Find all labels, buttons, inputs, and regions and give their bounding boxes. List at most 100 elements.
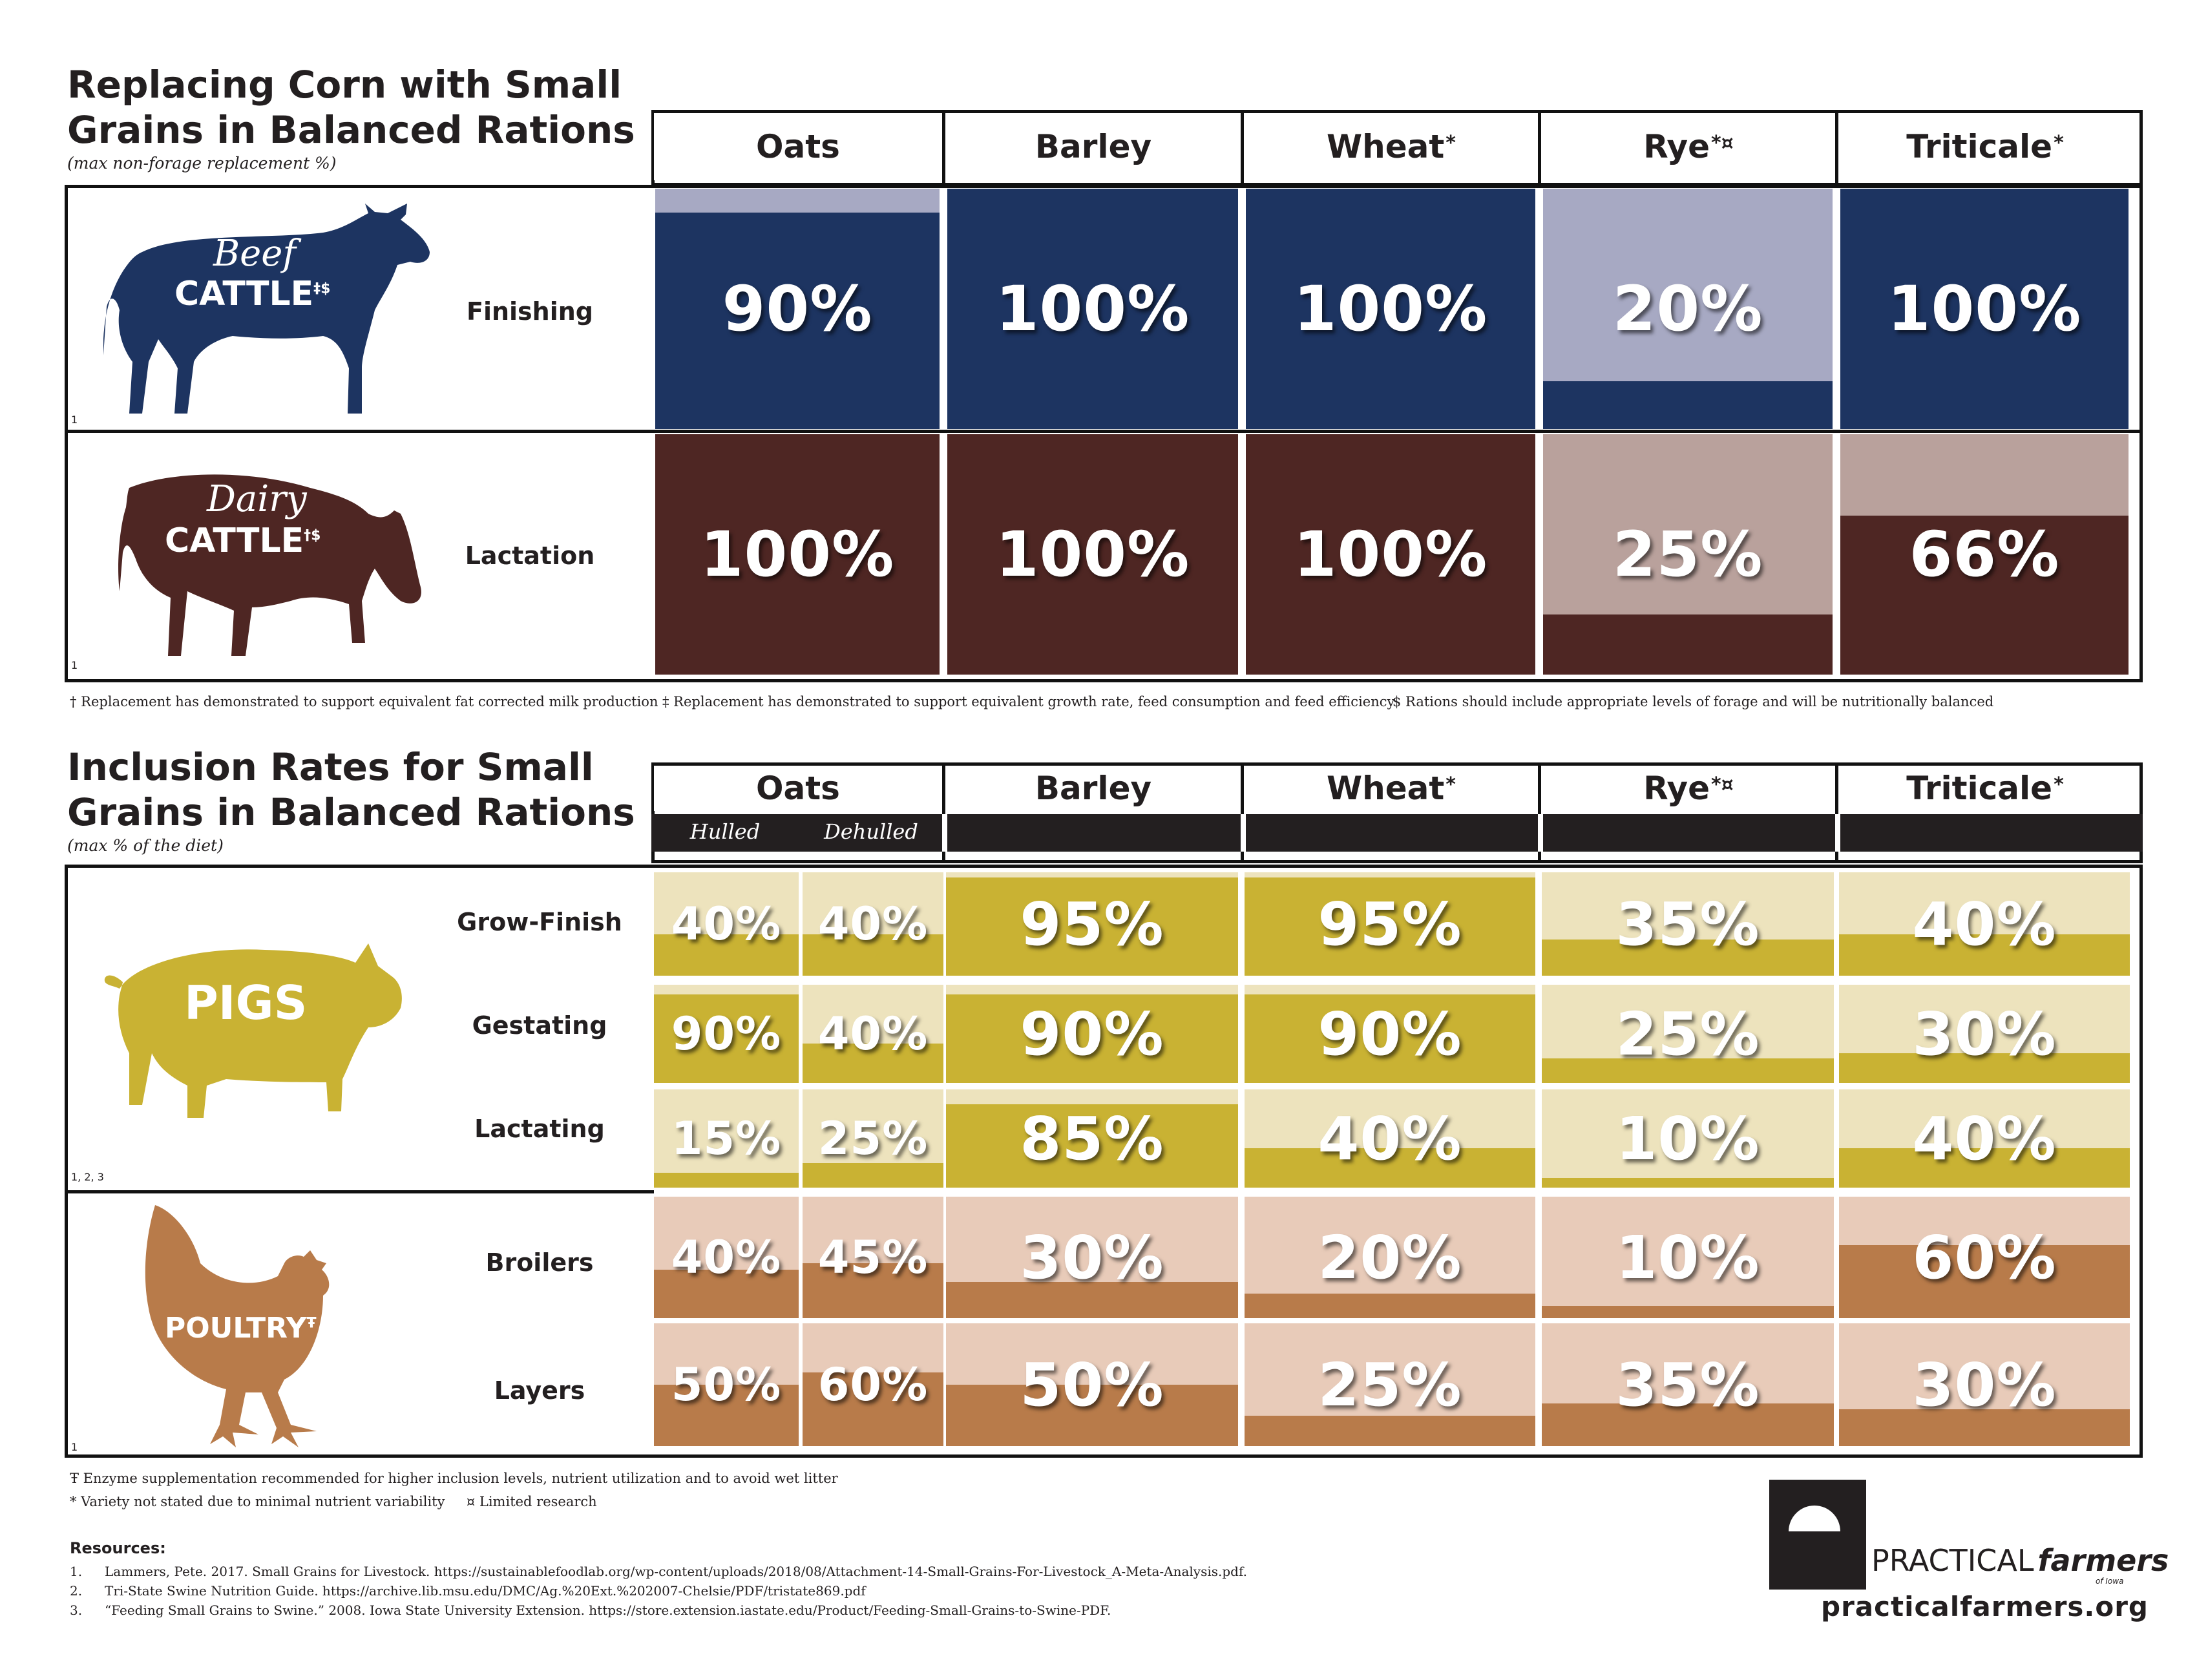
value-label: 95% [1020, 889, 1164, 959]
value-fill-bar [1542, 1403, 1834, 1446]
header-separator [1538, 110, 1541, 185]
dairy-marks: †$ [304, 527, 321, 544]
section2-header-wheat: Wheat * [1245, 766, 1538, 811]
header-mark: *¤ [1710, 131, 1734, 154]
section2-header-rye: Rye *¤ [1542, 766, 1835, 811]
cell-dairy-triticale: 66% [1840, 434, 2129, 675]
cell-dairy-rye: 25% [1543, 434, 1833, 675]
section1-table-border [65, 185, 2143, 682]
dairy-cattle-icon [118, 474, 421, 656]
value-fill-bar [1245, 1294, 1535, 1318]
section2-footnote-1: Ŧ Enzyme supplementation recommended for… [70, 1471, 838, 1486]
cell-grow-finish-triticale: 40% [1839, 872, 2130, 976]
header-mark: * [2054, 131, 2064, 154]
cell-broilers-oats-dehulled: 45% [803, 1197, 943, 1318]
logo-url[interactable]: practicalfarmers.org [1821, 1591, 2149, 1622]
section1-header-rye: Rye *¤ [1542, 113, 1835, 180]
header-label: Barley [1035, 770, 1152, 807]
cell-beef-rye: 20% [1543, 189, 1833, 429]
header-label: Oats [756, 770, 840, 807]
section1-header-barley: Barley [946, 113, 1241, 180]
row-label-gestating: Gestating [472, 1011, 607, 1040]
value-label: 90% [671, 1007, 782, 1060]
beef-cattle-icon [103, 204, 430, 414]
poultry-ref: 1 [71, 1441, 78, 1453]
value-fill-bar [947, 434, 1238, 675]
resource-item[interactable]: “Feeding Small Grains to Swine.” 2008. I… [105, 1602, 1111, 1618]
section2-header-oats: Oats [654, 766, 942, 811]
value-label: 66% [1909, 518, 2060, 591]
value-label: 90% [1020, 999, 1164, 1069]
value-label: 10% [1615, 1223, 1760, 1292]
cell-beef-oats: 90% [655, 189, 940, 429]
value-label: 100% [700, 518, 895, 591]
value-label: 90% [722, 273, 873, 345]
header-separator [942, 110, 945, 185]
section2-header-border [651, 762, 2143, 863]
logo-mark-base [1782, 1531, 1853, 1577]
value-fill-bar [803, 934, 943, 976]
subheader-bar [651, 814, 2143, 852]
header-separator [942, 762, 945, 862]
cell-dairy-oats: 100% [655, 434, 940, 675]
value-fill-bar [654, 934, 799, 976]
section1-row-divider [65, 430, 2143, 433]
dairy-cattle-figure: Dairy CATTLE†$ [116, 449, 426, 669]
value-fill-bar [803, 1372, 943, 1446]
header-separator [1241, 110, 1244, 185]
value-label: 90% [1318, 999, 1462, 1069]
value-label: 10% [1615, 1104, 1760, 1173]
value-fill-bar [654, 994, 799, 1083]
value-label: 15% [671, 1112, 782, 1165]
resource-item[interactable]: Tri-State Swine Nutrition Guide. https:/… [105, 1583, 866, 1599]
cell-layers-triticale: 30% [1839, 1323, 2130, 1446]
section1-title-line1: Replacing Corn with Small [67, 63, 622, 107]
value-fill-bar [655, 213, 940, 429]
logo-brand: PRACTICAL [1871, 1543, 2034, 1578]
value-fill-bar [1839, 1053, 2130, 1083]
cell-broilers-oats-hulled: 40% [654, 1197, 799, 1318]
value-label: 100% [995, 518, 1190, 591]
cell-lactating-barley: 85% [946, 1089, 1238, 1188]
cell-broilers-wheat: 20% [1245, 1197, 1535, 1318]
cell-lactating-oats-dehulled: 25% [803, 1089, 943, 1188]
beef-script-label: Beef [213, 233, 297, 275]
cell-grow-finish-oats-dehulled: 40% [803, 872, 943, 976]
cell-dairy-wheat: 100% [1246, 434, 1535, 675]
cell-gestating-wheat: 90% [1245, 985, 1535, 1083]
cell-layers-rye: 35% [1542, 1323, 1834, 1446]
subheader-separator [942, 814, 947, 852]
section1-footnote-1: † Replacement has demonstrated to suppor… [70, 694, 658, 709]
value-label: 50% [671, 1358, 782, 1411]
section1-header-triticale: Triticale * [1839, 113, 2131, 180]
value-label: 100% [1293, 518, 1488, 591]
header-label: Wheat [1326, 128, 1445, 165]
value-fill-bar [1839, 1148, 2130, 1188]
section2-subtitle: (max % of the diet) [67, 836, 224, 855]
header-separator [1835, 762, 1838, 862]
resource-item[interactable]: Lammers, Pete. 2017. Small Grains for Li… [105, 1564, 1247, 1579]
cell-grow-finish-rye: 35% [1542, 872, 1834, 976]
header-label: Rye [1643, 770, 1710, 807]
section2-title-line2: Grains in Balanced Rations [67, 790, 635, 834]
value-fill-bar [1542, 1058, 1834, 1083]
header-label: Triticale [1906, 770, 2053, 807]
section1-footnote-3: $ Rations should include appropriate lev… [1393, 694, 1994, 709]
pfi-logo-mark [1769, 1480, 1866, 1590]
value-fill-bar [803, 1044, 943, 1083]
hen-icon [145, 1205, 330, 1447]
header-mark: *¤ [1710, 773, 1734, 796]
poultry-figure: POULTRYŦ [129, 1199, 362, 1451]
row-label-broilers: Broilers [485, 1248, 594, 1277]
section2-group-divider [65, 1190, 654, 1193]
resource-number: 1. [70, 1564, 83, 1579]
header-label: Wheat [1326, 770, 1445, 807]
logo-of-iowa: of Iowa [2096, 1577, 2124, 1586]
cell-broilers-barley: 30% [946, 1197, 1238, 1318]
value-fill-bar [803, 1163, 943, 1188]
section2-title: Inclusion Rates for Small Grains in Bala… [67, 744, 635, 835]
value-fill-bar [654, 1269, 799, 1318]
cell-dairy-barley: 100% [947, 434, 1238, 675]
value-fill-bar [1245, 877, 1535, 976]
section1-title: Replacing Corn with Small Grains in Bala… [67, 62, 635, 152]
